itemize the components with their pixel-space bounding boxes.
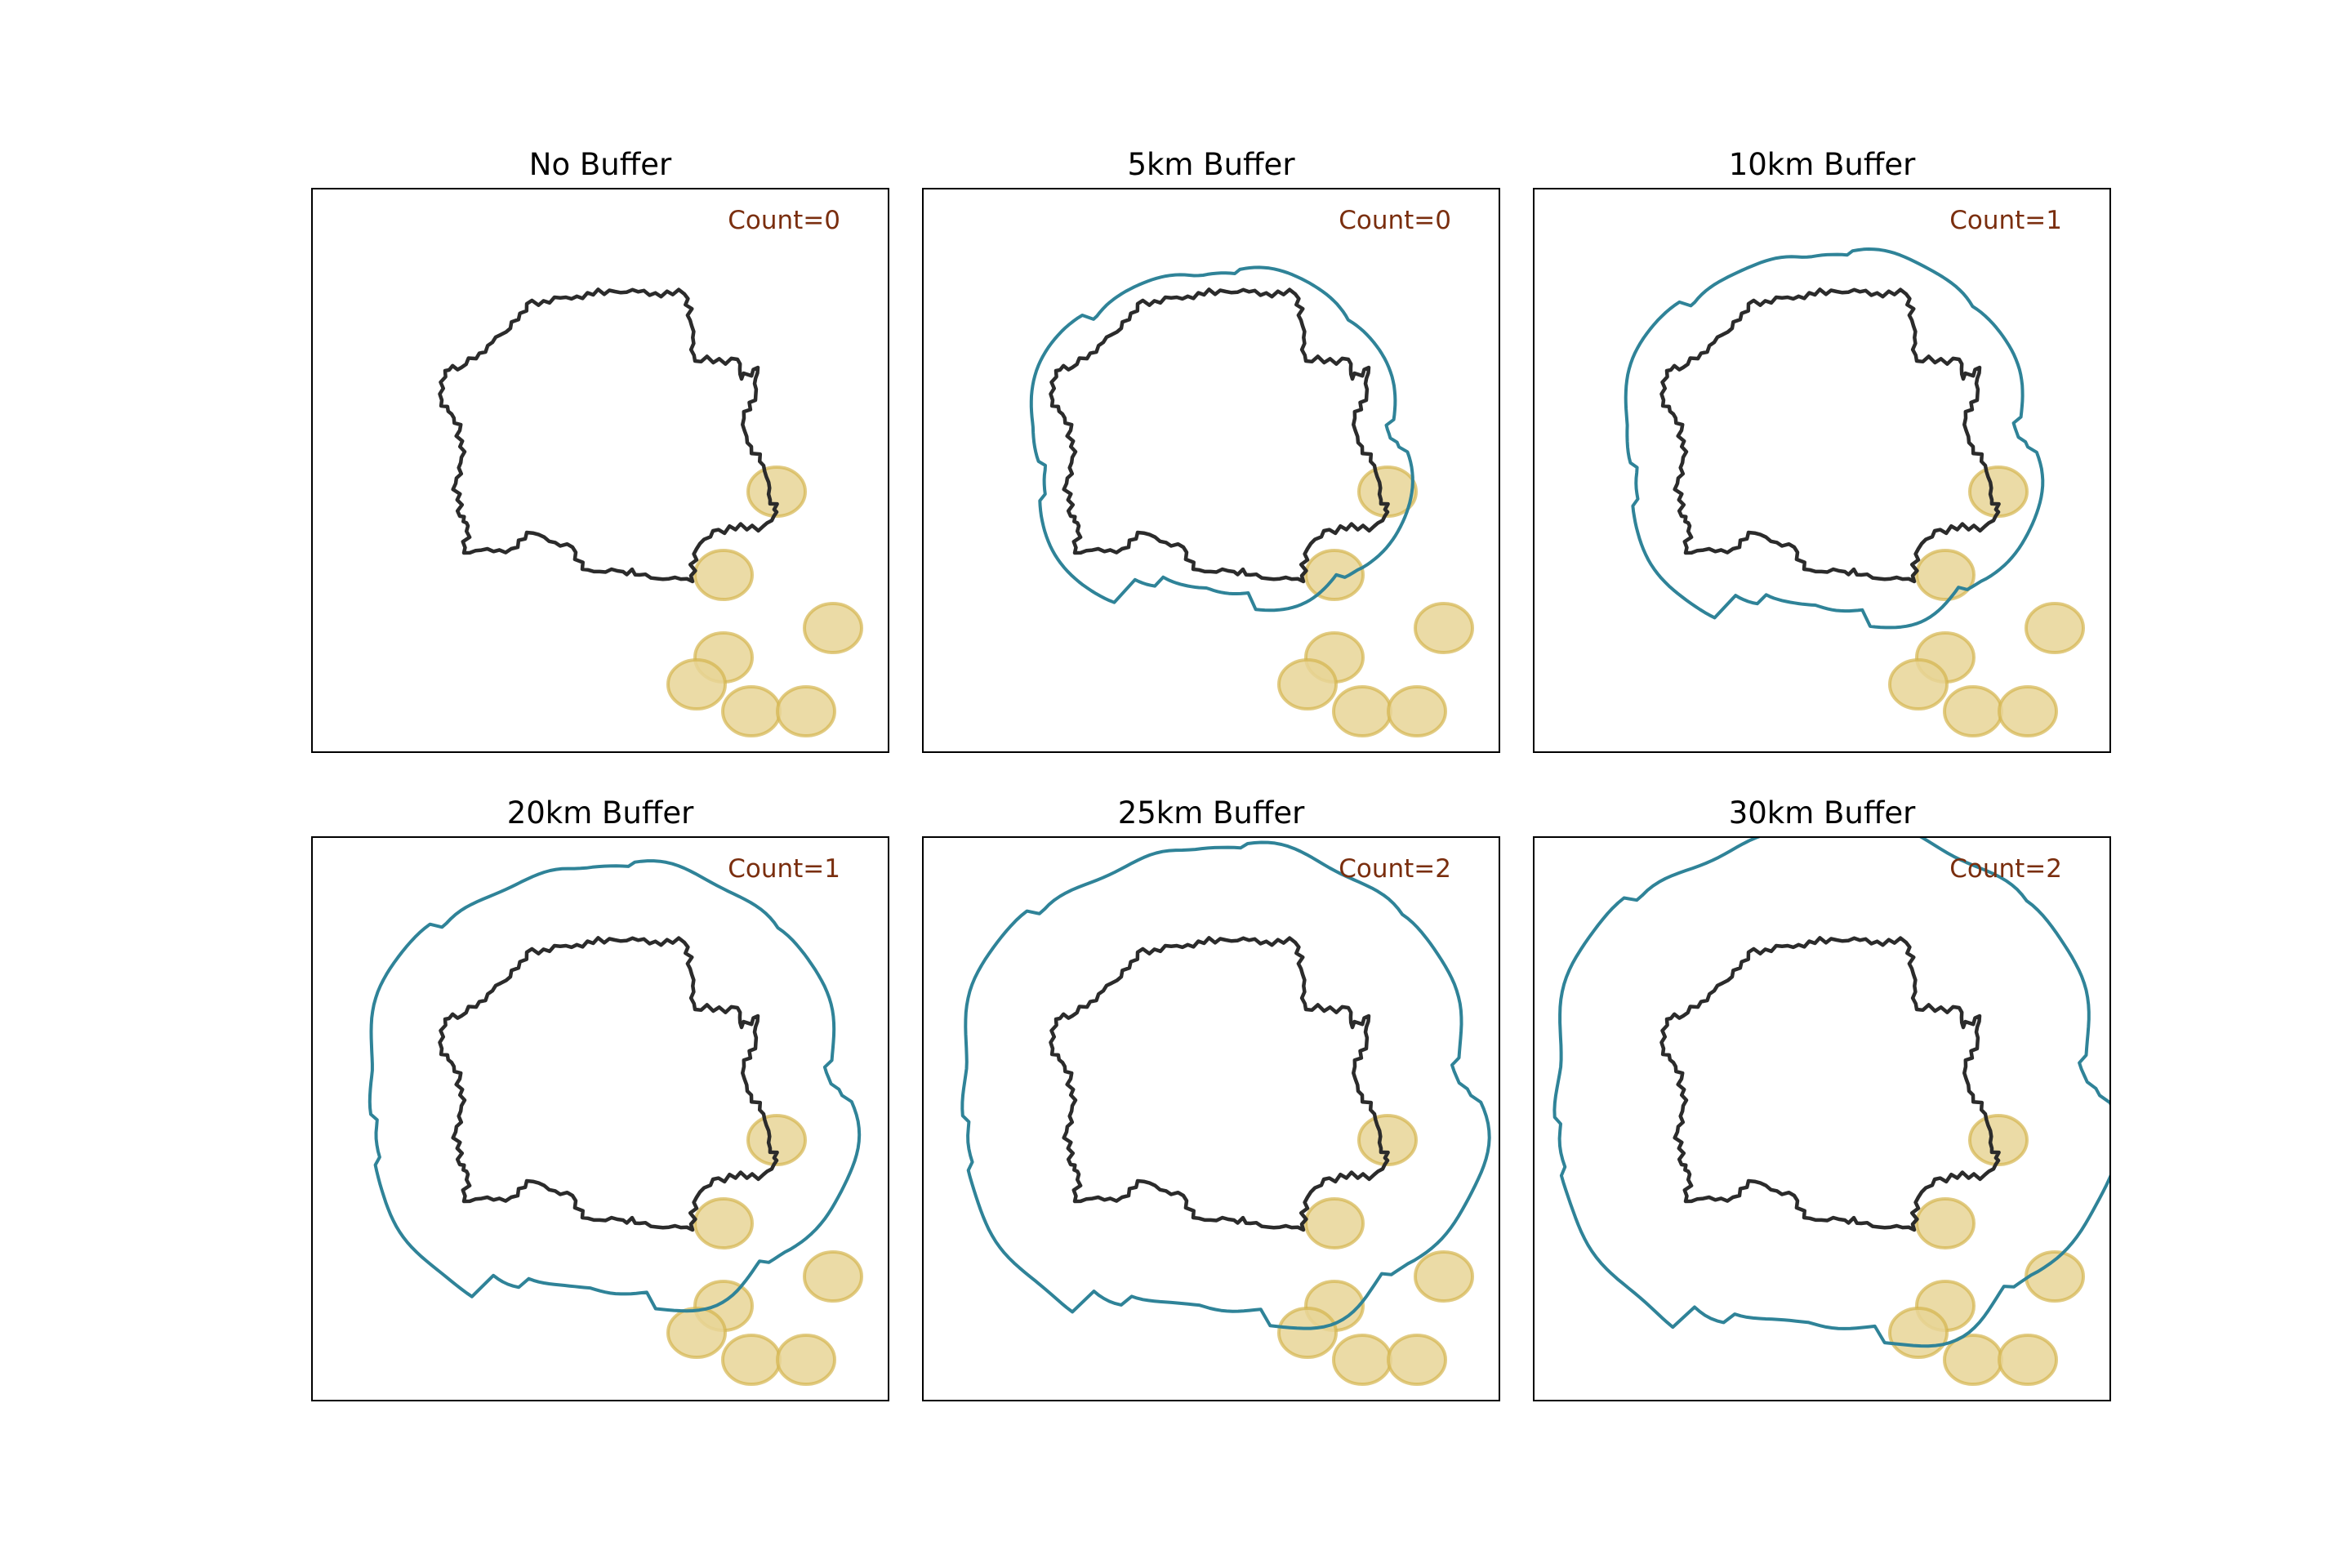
map-canvas [1029,265,1474,737]
point-buffer-circle [776,685,836,737]
buffer-outline [960,840,1491,1330]
point-buffer-circle [2025,1250,2085,1303]
point-buffer-circle [1998,1334,2058,1386]
panel-title: 10km Buffer [1728,147,1916,182]
map-canvas [368,859,863,1386]
point-buffer-circle [1387,1334,1447,1386]
point-buffer-circle [746,466,807,518]
buffer-outline [368,859,862,1313]
map-panel-5km-buffer: Count=0 [922,188,1500,753]
point-buffer-circle [1998,685,2058,737]
map-panel-no-buffer: Count=0 [311,188,889,753]
point-buffer-circle [2025,602,2085,654]
point-buffer-circle [803,1250,863,1303]
point-buffer-circle [1915,1197,1976,1250]
point-buffer-circle [1357,466,1418,518]
map-panel-20km-buffer: Count=1 [311,836,889,1401]
map-canvas [960,840,1491,1386]
map-canvas [1624,247,2085,737]
panel-title: 25km Buffer [1117,795,1305,831]
point-buffer-circle [1414,1250,1474,1303]
buffer-outline [1029,265,1414,612]
point-buffer-circle [1915,549,1976,601]
map-canvas [438,287,863,737]
point-buffer-circle [721,1334,782,1386]
region-outline [1049,287,1390,584]
point-buffer-circle [1968,1114,2029,1166]
point-buffer-circle [1277,658,1338,710]
panel-title: No Buffer [528,147,672,182]
point-buffer-circle [1888,1307,1949,1359]
point-buffer-circle [1888,658,1949,710]
point-buffer-circle [746,1114,807,1166]
point-buffer-circle [666,1307,727,1359]
region-outline [438,936,779,1232]
point-buffer-circle [1357,1114,1418,1166]
count-label: Count=2 [1949,854,2062,884]
point-buffer-circle [666,658,727,710]
point-buffer-circle [1332,685,1392,737]
point-buffer-circle [1387,685,1447,737]
panel-title: 20km Buffer [506,795,694,831]
buffer-outline [1552,838,2109,1348]
map-panel-10km-buffer: Count=1 [1533,188,2111,753]
count-label: Count=0 [728,206,840,235]
region-outline [1659,287,2001,584]
count-label: Count=1 [728,854,840,884]
point-buffer-circle [693,1197,754,1250]
count-label: Count=1 [1949,206,2062,235]
buffer-outline [1624,247,2045,630]
region-outline [1049,936,1390,1232]
count-label: Count=2 [1339,854,1451,884]
point-buffer-circle [1943,685,2003,737]
panel-title: 30km Buffer [1728,795,1916,831]
point-buffer-circle [1304,1197,1365,1250]
point-buffer-circle [721,685,782,737]
region-outline [438,287,779,584]
map-canvas [1552,838,2109,1386]
point-buffer-circle [1332,1334,1392,1386]
point-buffer-circle [1414,602,1474,654]
point-buffer-circle [803,602,863,654]
region-outline [1659,936,2001,1232]
count-label: Count=0 [1339,206,1451,235]
map-panel-30km-buffer: Count=2 [1533,836,2111,1401]
map-panel-25km-buffer: Count=2 [922,836,1500,1401]
point-buffer-circle [1968,466,2029,518]
point-buffer-circle [1277,1307,1338,1359]
point-buffer-circle [693,549,754,601]
panel-title: 5km Buffer [1127,147,1295,182]
point-buffer-circle [776,1334,836,1386]
